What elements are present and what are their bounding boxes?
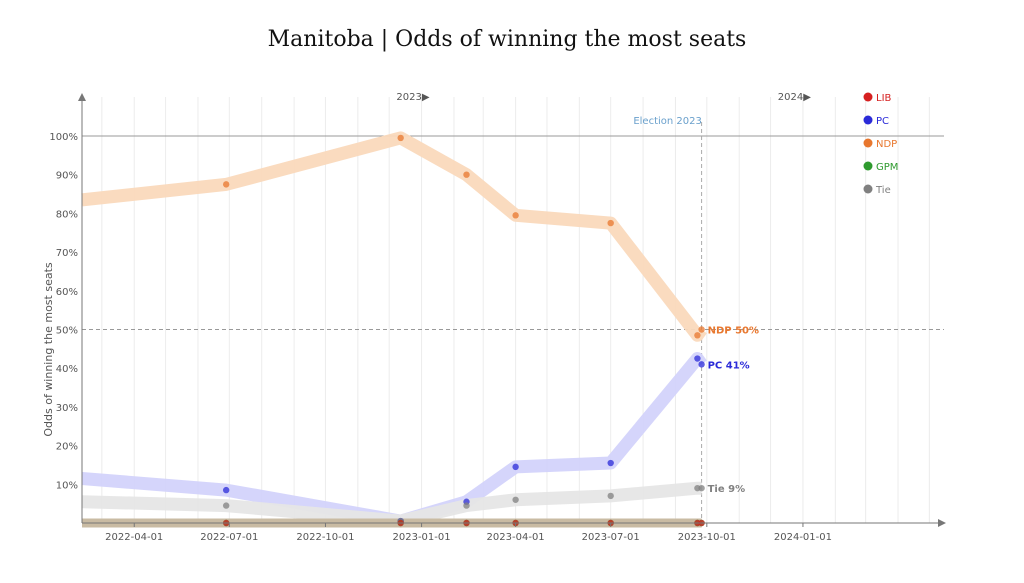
labels: Election 2023 2023▶ 2024▶ NDP 50% PC 41% Tie … (42, 92, 832, 543)
y-tick-label: 10% (56, 480, 78, 491)
x-tick-label: 2024-01-01 (774, 532, 832, 543)
data-point-tie (698, 484, 705, 492)
series-band-pc (81, 352, 707, 528)
y-tick-label: 90% (56, 171, 78, 182)
y-axis-label: Odds of winning the most seats (42, 262, 55, 437)
legend-dot-lib (863, 92, 873, 102)
x-tick-label: 2023-07-01 (582, 532, 640, 543)
series-band-ndp (81, 131, 707, 342)
y-tick-label: 100% (49, 132, 78, 143)
y-tick-label: 20% (56, 442, 78, 453)
data-point-ndp (694, 332, 701, 339)
data-point-ndp (607, 219, 614, 227)
data-point-ndp (698, 326, 705, 333)
x-tick-label: 2023-01-01 (393, 532, 451, 543)
legend-label-ndp: NDP (876, 139, 897, 150)
data-point-pc (222, 486, 230, 494)
y-axis-arrow (78, 93, 86, 101)
grid-layer (82, 97, 944, 523)
x-tick-label: 2022-04-01 (105, 532, 163, 543)
data-point-ndp (222, 181, 230, 188)
legend-dot-pc (863, 115, 873, 125)
data-point-ndp (397, 134, 404, 142)
data-point-tie (607, 492, 614, 500)
axes (78, 93, 946, 527)
legend-label-tie: Tie (875, 185, 891, 196)
x-tick-label: 2022-10-01 (296, 532, 354, 543)
legend-dot-gpm (863, 161, 873, 171)
x-tick-label: 2022-07-01 (200, 532, 258, 543)
x-tick-label: 2023-04-01 (487, 532, 545, 543)
election-label: Election 2023 (633, 116, 702, 127)
end-label-tie: Tie 9% (708, 484, 746, 495)
y-tick-label: 80% (56, 209, 78, 220)
chart-title: Manitoba | Odds of winning the most seat… (268, 27, 747, 52)
y-tick-label: 60% (56, 287, 78, 298)
legend: LIB PC NDP GPM Tie (863, 92, 898, 196)
data-point-pc (694, 355, 701, 362)
data-point-pc (512, 463, 519, 471)
data-point-pc (607, 459, 614, 467)
legend-label-lib: LIB (876, 93, 892, 104)
legend-label-gpm: GPM (876, 162, 898, 173)
data-point-ndp (512, 212, 519, 219)
legend-dot-ndp (863, 138, 873, 148)
series-points (222, 134, 705, 527)
y-tick-label: 70% (56, 248, 78, 259)
y-tick-label: 40% (56, 364, 78, 375)
data-point-tie (463, 502, 470, 509)
year-marker: 2023▶ (396, 92, 429, 103)
data-point-tie (512, 496, 519, 503)
y-tick-label: 50% (56, 326, 78, 337)
series-band-tie (81, 481, 704, 528)
x-axis-arrow (938, 519, 946, 527)
data-point-pc (698, 361, 705, 368)
legend-dot-tie (863, 184, 873, 194)
y-tick-label: 30% (56, 403, 78, 414)
x-tick-label: 2023-10-01 (678, 532, 736, 543)
end-label-pc: PC 41% (708, 360, 750, 371)
legend-label-pc: PC (876, 116, 889, 127)
data-point-ndp (463, 171, 470, 178)
data-point-tie (222, 502, 230, 509)
year-marker: 2024▶ (778, 92, 811, 103)
end-label-ndp: NDP 50% (708, 326, 759, 337)
